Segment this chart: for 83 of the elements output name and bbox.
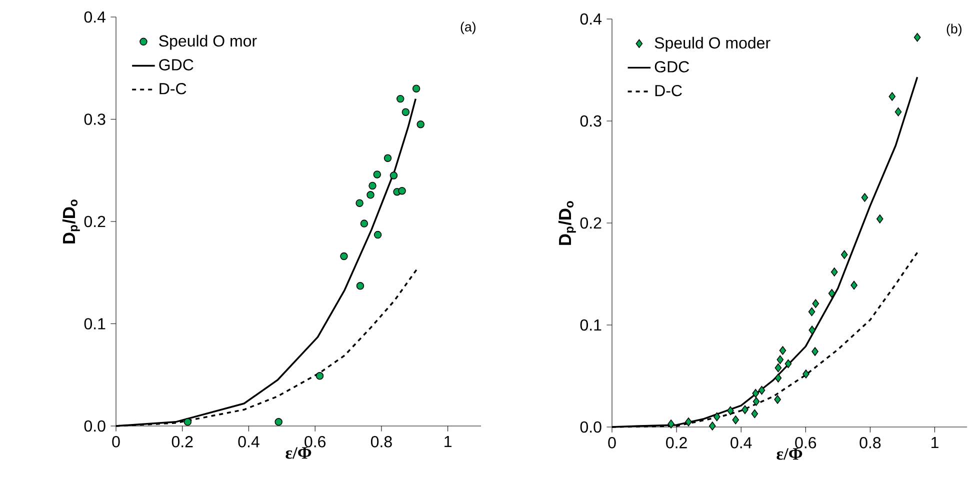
x-tick-label: 0.2 (666, 437, 687, 448)
point (812, 347, 818, 356)
point (368, 182, 376, 190)
point (412, 84, 420, 92)
legend-label: Speuld O moder (654, 36, 770, 52)
x-tick-label: 1 (444, 436, 452, 448)
point (390, 172, 398, 180)
legend-label: GDC (654, 61, 690, 72)
y-tick-label: 0.4 (580, 13, 602, 25)
point (713, 412, 720, 422)
x-axis-title: ε/Φ (286, 447, 312, 459)
point (402, 108, 410, 116)
y-tick-label: 0.3 (84, 114, 106, 125)
x-axis-title: ε/Φ (776, 448, 802, 460)
point (340, 252, 348, 260)
point (894, 107, 902, 116)
point (752, 388, 760, 398)
x-tick-label: 0 (608, 437, 616, 448)
point (774, 374, 782, 382)
point (360, 220, 368, 228)
point (828, 288, 836, 298)
point (732, 415, 740, 424)
point (808, 326, 816, 334)
point (384, 154, 392, 162)
x-tick-label: 1 (931, 437, 938, 448)
point (758, 386, 766, 395)
point (751, 409, 758, 418)
y-tick-label: 0.0 (84, 420, 106, 432)
point (416, 120, 424, 128)
x-tick-label: 0.4 (238, 436, 260, 448)
point (861, 193, 868, 202)
annotation: (b) (946, 24, 962, 36)
legend-label: D-C (655, 84, 682, 96)
annotation: (a) (460, 22, 476, 34)
point (668, 420, 674, 428)
point (398, 186, 406, 195)
point (742, 405, 748, 414)
y-tick-label: 0.1 (580, 319, 602, 331)
point (840, 250, 848, 260)
x-tick-label: 0.8 (370, 436, 392, 448)
point (776, 355, 784, 364)
x-tick-label: 0 (112, 436, 120, 448)
x-tick-label: 0.4 (730, 437, 752, 448)
legend-label: GDC (159, 59, 194, 70)
y-tick-label: 0.2 (580, 217, 602, 229)
y-axis-title: D$_{p}$/D$_{o}$ (558, 201, 576, 245)
point (396, 94, 404, 103)
y-tick-label: 0.0 (580, 421, 602, 433)
point (727, 406, 734, 416)
point (356, 199, 364, 207)
x-tick-label: 0.2 (172, 436, 193, 448)
point (808, 307, 816, 316)
y-axis-title: D$_{p}$/D$_{o}$ (62, 200, 80, 244)
y-tick-label: 0.2 (84, 216, 106, 228)
point (876, 214, 884, 224)
point (374, 230, 382, 239)
point (366, 191, 374, 199)
point (356, 282, 364, 290)
point (274, 418, 282, 426)
y-tick-label: 0.3 (580, 115, 602, 127)
point (316, 372, 324, 380)
point (830, 268, 838, 276)
point (184, 418, 192, 426)
point (752, 397, 760, 406)
legend-label: D-C (160, 82, 186, 94)
point (685, 418, 692, 426)
point (888, 92, 896, 101)
y-tick-label: 0.1 (84, 318, 106, 330)
point (812, 299, 820, 308)
point (914, 32, 921, 42)
point (774, 363, 782, 372)
x-tick-label: 0.6 (795, 437, 816, 448)
point (850, 280, 858, 290)
y-tick-label: 0.4 (84, 11, 106, 23)
point (779, 346, 786, 355)
x-tick-label: 0.8 (860, 437, 881, 448)
point (708, 422, 716, 430)
legend-label: Speuld O mor (159, 34, 257, 50)
point (373, 170, 382, 178)
point (802, 370, 810, 378)
point (774, 395, 781, 404)
x-tick-label: 0.6 (304, 436, 326, 448)
point (784, 359, 792, 368)
